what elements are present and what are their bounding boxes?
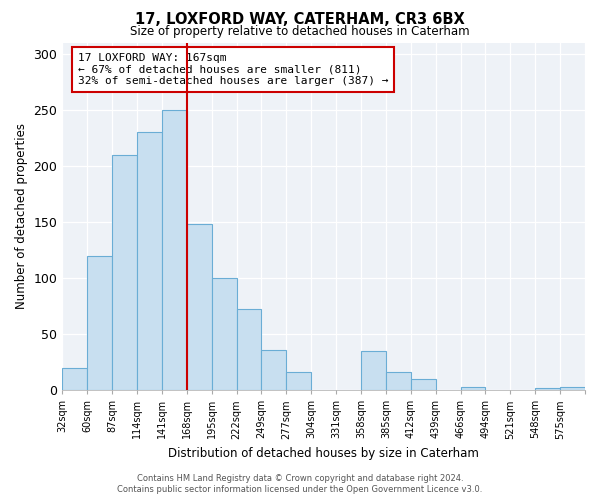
Y-axis label: Number of detached properties: Number of detached properties (15, 124, 28, 310)
Bar (411, 379, 436, 390)
Bar (187, 224, 212, 390)
Bar (112, 154, 137, 390)
Bar (236, 310, 262, 390)
Bar (361, 351, 386, 390)
Bar (62, 368, 87, 390)
Bar (461, 387, 485, 390)
Text: Contains HM Land Registry data © Crown copyright and database right 2024.
Contai: Contains HM Land Registry data © Crown c… (118, 474, 482, 494)
Text: Size of property relative to detached houses in Caterham: Size of property relative to detached ho… (130, 25, 470, 38)
Text: 17 LOXFORD WAY: 167sqm
← 67% of detached houses are smaller (811)
32% of semi-de: 17 LOXFORD WAY: 167sqm ← 67% of detached… (78, 53, 388, 86)
Bar (162, 110, 187, 390)
Bar (87, 256, 112, 390)
Bar (535, 388, 560, 390)
Bar (137, 132, 162, 390)
Text: 17, LOXFORD WAY, CATERHAM, CR3 6BX: 17, LOXFORD WAY, CATERHAM, CR3 6BX (135, 12, 465, 28)
Bar (560, 387, 585, 390)
Bar (286, 372, 311, 390)
Bar (262, 350, 286, 390)
X-axis label: Distribution of detached houses by size in Caterham: Distribution of detached houses by size … (168, 447, 479, 460)
Bar (212, 278, 236, 390)
Bar (386, 372, 411, 390)
